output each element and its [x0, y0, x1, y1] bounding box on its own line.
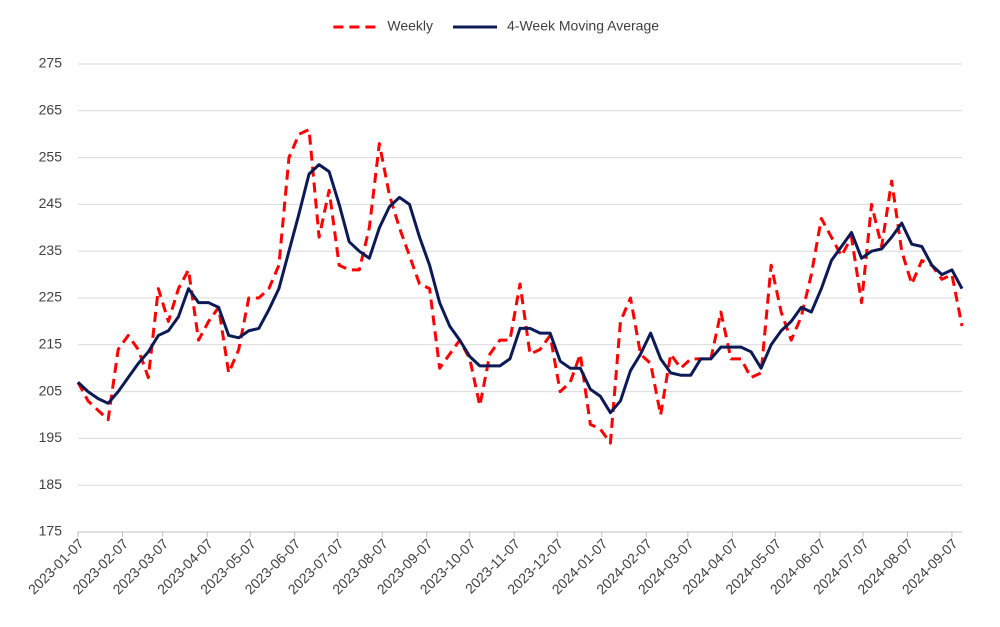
- y-tick-label: 215: [39, 336, 63, 352]
- legend-label: Weekly: [387, 18, 433, 34]
- y-tick-label: 275: [39, 55, 63, 71]
- y-tick-label: 255: [39, 148, 63, 164]
- y-tick-label: 185: [39, 476, 63, 492]
- y-tick-label: 205: [39, 382, 63, 398]
- series-line: [76, 128, 964, 445]
- legend-label: 4-Week Moving Average: [507, 18, 659, 34]
- y-tick-label: 175: [39, 523, 63, 539]
- y-tick-label: 235: [39, 242, 63, 258]
- y-tick-label: 265: [39, 102, 63, 118]
- y-tick-label: 225: [39, 289, 63, 305]
- y-tick-label: 195: [39, 429, 63, 445]
- series-line: [76, 163, 964, 415]
- y-tick-label: 245: [39, 195, 63, 211]
